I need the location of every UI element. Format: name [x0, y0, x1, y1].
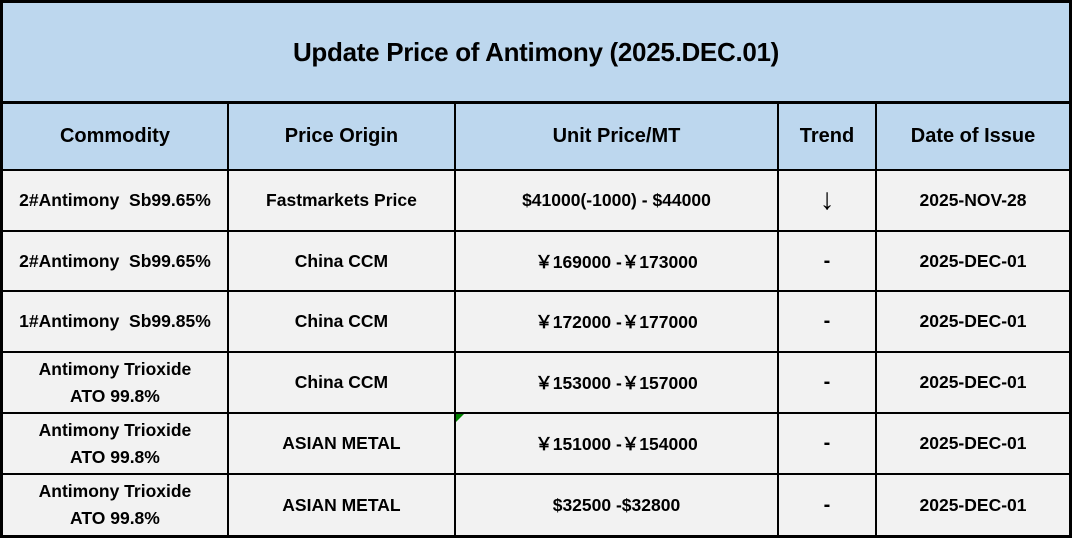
header-unit-price: Unit Price/MT	[453, 104, 779, 171]
price-origin-cell: ASIAN METAL	[226, 412, 456, 476]
header-price-origin: Price Origin	[226, 104, 456, 171]
trend-cell: -	[776, 473, 878, 535]
trend-cell: -	[776, 351, 878, 415]
date-cell: 2025-DEC-01	[875, 351, 1069, 415]
table-row: 2#Antimony Sb99.65% Fastmarkets Price $4…	[3, 169, 1069, 232]
price-origin-cell: China CCM	[226, 229, 456, 293]
unit-price-cell: $41000(-1000) - $44000	[453, 169, 779, 232]
unit-price-cell: $32500 -$32800	[453, 473, 779, 535]
unit-price-cell: ￥153000 -￥157000	[453, 351, 779, 415]
header-date-of-issue: Date of Issue	[875, 104, 1069, 171]
unit-price-cell: ￥169000 -￥173000	[453, 229, 779, 293]
commodity-cell: Antimony Trioxide ATO 99.8%	[3, 412, 229, 476]
header-commodity: Commodity	[3, 104, 229, 171]
trend-cell: -	[776, 412, 878, 476]
commodity-cell: 1#Antimony Sb99.85%	[3, 290, 229, 354]
price-table: Commodity Price Origin Unit Price/MT Tre…	[3, 104, 1069, 535]
page-title: Update Price of Antimony (2025.DEC.01)	[3, 3, 1069, 104]
unit-price-cell: ￥172000 -￥177000	[453, 290, 779, 354]
header-row: Commodity Price Origin Unit Price/MT Tre…	[3, 104, 1069, 171]
price-origin-cell: China CCM	[226, 351, 456, 415]
trend-cell: -	[776, 229, 878, 293]
trend-cell: -	[776, 290, 878, 354]
date-cell: 2025-DEC-01	[875, 412, 1069, 476]
price-origin-cell: ASIAN METAL	[226, 473, 456, 535]
table-row: Antimony Trioxide ATO 99.8% ASIAN METAL …	[3, 412, 1069, 476]
trend-flat-dash: -	[823, 493, 831, 516]
date-cell: 2025-DEC-01	[875, 290, 1069, 354]
trend-cell: ↓	[776, 169, 878, 232]
table-row: Antimony Trioxide ATO 99.8% ASIAN METAL …	[3, 473, 1069, 535]
commodity-cell: 2#Antimony Sb99.65%	[3, 169, 229, 232]
trend-flat-dash: -	[823, 310, 831, 333]
trend-flat-dash: -	[823, 371, 831, 394]
trend-flat-dash: -	[823, 249, 831, 272]
commodity-cell: Antimony Trioxide ATO 99.8%	[3, 351, 229, 415]
date-cell: 2025-DEC-01	[875, 473, 1069, 535]
trend-flat-dash: -	[823, 432, 831, 455]
date-cell: 2025-DEC-01	[875, 229, 1069, 293]
unit-price-value: ￥151000 -￥154000	[535, 434, 698, 455]
price-origin-cell: China CCM	[226, 290, 456, 354]
price-origin-cell: Fastmarkets Price	[226, 169, 456, 232]
commodity-cell: Antimony Trioxide ATO 99.8%	[3, 473, 229, 535]
date-cell: 2025-NOV-28	[875, 169, 1069, 232]
table-row: 2#Antimony Sb99.65% China CCM ￥169000 -￥…	[3, 229, 1069, 293]
unit-price-cell: ￥151000 -￥154000	[453, 412, 779, 476]
table-row: Antimony Trioxide ATO 99.8% China CCM ￥1…	[3, 351, 1069, 415]
header-trend: Trend	[776, 104, 878, 171]
cell-note-indicator-icon	[456, 415, 464, 423]
table-row: 1#Antimony Sb99.85% China CCM ￥172000 -￥…	[3, 290, 1069, 354]
trend-down-arrow: ↓	[819, 183, 835, 217]
commodity-cell: 2#Antimony Sb99.65%	[3, 229, 229, 293]
